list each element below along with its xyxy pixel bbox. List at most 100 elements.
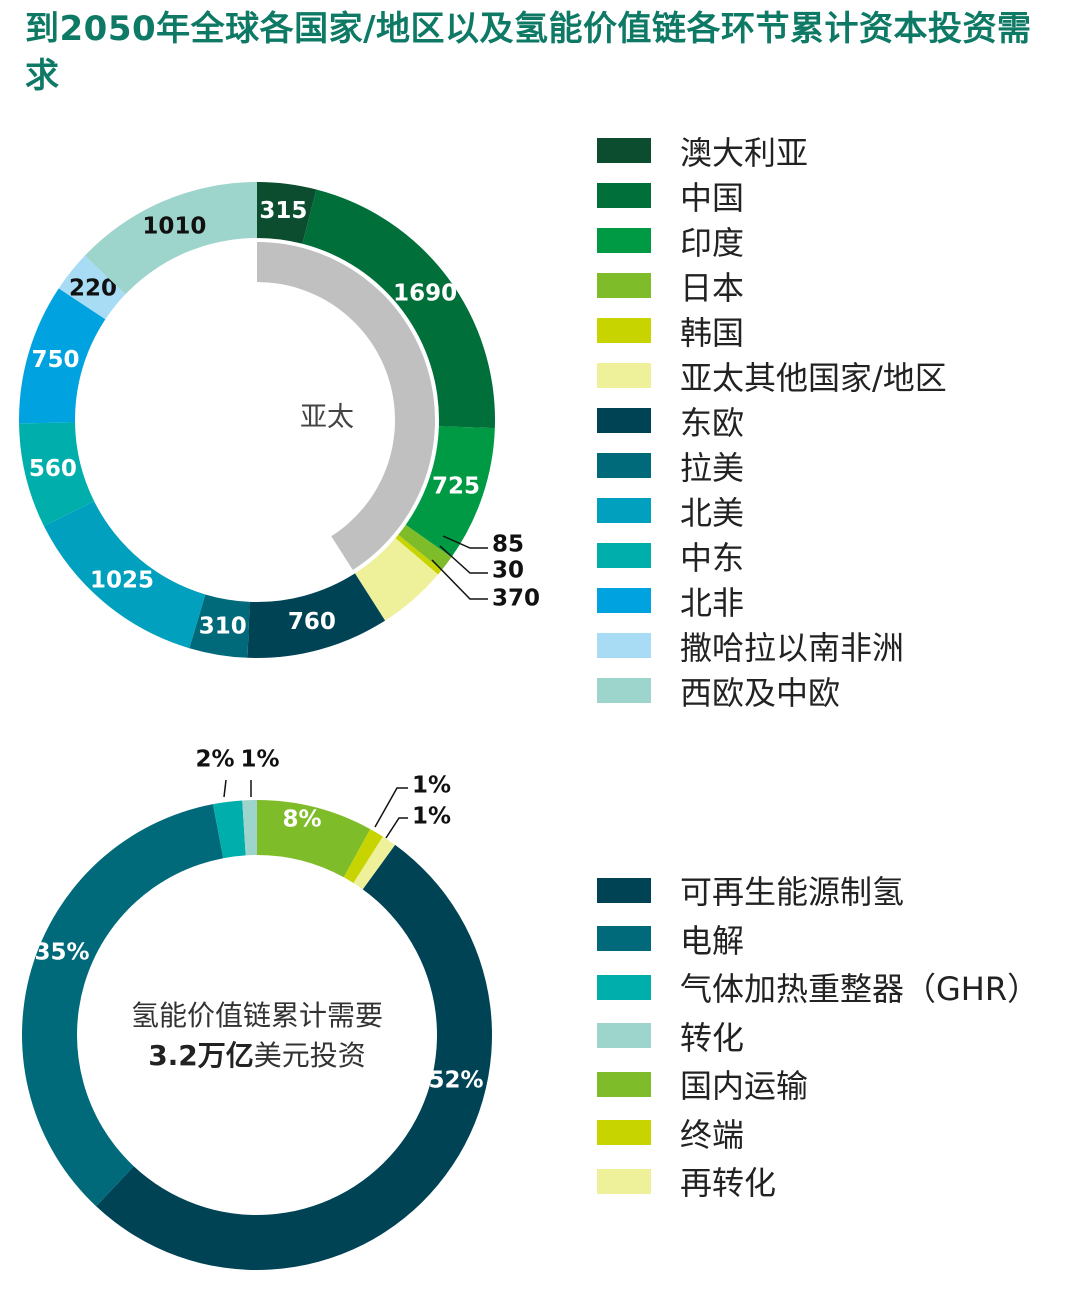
- center-label-rest: 美元投资: [253, 1039, 366, 1072]
- slice-4: [96, 844, 493, 1271]
- legend-swatch: [597, 228, 651, 253]
- legend-swatch: [597, 974, 651, 1000]
- legend-swatch: [597, 1023, 651, 1049]
- data-label: 85: [492, 532, 524, 558]
- legend-item: 北美: [597, 488, 947, 533]
- slice-9: [43, 501, 206, 649]
- slice-2: [302, 189, 495, 429]
- data-label: 1%: [240, 747, 279, 773]
- data-label: 35%: [34, 940, 89, 966]
- legend-label: 东欧: [680, 403, 745, 442]
- data-label: 1025: [90, 567, 154, 593]
- legend-swatch: [597, 1168, 651, 1194]
- slice-5: [395, 534, 442, 575]
- legend-item: 转化: [597, 1012, 1039, 1061]
- legend-label: 终端: [680, 1115, 745, 1154]
- legend-label: 印度: [680, 223, 745, 262]
- legend-label: 澳大利亚: [680, 133, 809, 172]
- legend-label: 撒哈拉以南非洲: [680, 628, 905, 667]
- legend-item: 亚太其他国家/地区: [597, 353, 947, 398]
- legend-item: 澳大利亚: [597, 128, 947, 173]
- slice-11: [19, 288, 106, 424]
- slice-5: [22, 804, 224, 1207]
- slice-12: [58, 255, 126, 320]
- slice-2: [343, 829, 383, 884]
- slice-1: [257, 182, 317, 244]
- data-label: 1690: [393, 281, 457, 307]
- legend-label: 拉美: [680, 448, 745, 487]
- legend-label: 国内运输: [680, 1067, 809, 1106]
- legend-swatch: [597, 926, 651, 952]
- legend-label: 韩国: [680, 313, 745, 352]
- data-label: 52%: [428, 1068, 483, 1094]
- data-label: 220: [69, 275, 117, 301]
- slice-3: [353, 836, 396, 890]
- center-label-amount: 3.2万亿: [148, 1039, 254, 1072]
- legend-swatch: [597, 273, 651, 298]
- apac-group-arc: [257, 242, 435, 571]
- leader-line: [385, 817, 408, 839]
- data-label: 725: [432, 473, 480, 499]
- legend-swatch: [597, 543, 651, 568]
- legend-item: 再转化: [597, 1157, 1039, 1206]
- slice-6: [212, 800, 246, 859]
- data-label: 30: [492, 558, 524, 584]
- legend-item: 日本: [597, 263, 947, 308]
- chart-title: 到2050年全球各国家/地区以及氢能价值链各环节累计资本投资需求: [25, 9, 1032, 96]
- legend-item: 可再生能源制氢: [597, 866, 1039, 915]
- data-label: 1%: [412, 804, 451, 830]
- legend-label: 西欧及中欧: [680, 673, 841, 712]
- data-label: 1%: [412, 773, 451, 799]
- leader-line: [223, 779, 227, 798]
- leader-line: [442, 535, 488, 549]
- legend-swatch: [597, 363, 651, 388]
- legend-swatch: [597, 498, 651, 523]
- legend-item: 撒哈拉以南非洲: [597, 623, 947, 668]
- slice-4: [398, 524, 452, 571]
- data-label: 760: [288, 609, 336, 635]
- data-label: 750: [32, 347, 80, 373]
- legend-item: 印度: [597, 218, 947, 263]
- legend-swatch: [597, 877, 651, 903]
- legend-item: 西欧及中欧: [597, 668, 947, 713]
- legend-item: 气体加热重整器（GHR）: [597, 963, 1039, 1012]
- center-label-line2: 3.2万亿美元投资: [100, 1036, 414, 1076]
- legend-label: 中东: [680, 538, 745, 577]
- legend-item: 电解: [597, 915, 1039, 964]
- data-label: 2%: [195, 747, 234, 773]
- center-label-value-chain: 氢能价值链累计需要 3.2万亿美元投资: [100, 996, 414, 1076]
- center-label-apac: 亚太: [300, 402, 354, 433]
- legend-item: 拉美: [597, 443, 947, 488]
- leader-line: [431, 559, 488, 600]
- legend-label: 北非: [680, 583, 745, 622]
- legend-item: 中东: [597, 533, 947, 578]
- slice-1: [257, 800, 371, 878]
- legend-swatch: [597, 318, 651, 343]
- legend-swatch: [597, 453, 651, 478]
- legend-item: 韩国: [597, 308, 947, 353]
- leader-line: [374, 787, 408, 828]
- legend-item: 国内运输: [597, 1060, 1039, 1109]
- legend-label: 转化: [680, 1018, 745, 1057]
- legend-swatch: [597, 678, 651, 703]
- legend-item: 中国: [597, 173, 947, 218]
- slice-8: [189, 594, 250, 658]
- slice-10: [19, 422, 95, 527]
- legend-label: 气体加热重整器（GHR）: [680, 970, 1040, 1009]
- legend-value-chain: 可再生能源制氢 电解气体加热重整器（GHR） 转化国内运输终端再转化: [597, 866, 1039, 1206]
- data-label: 315: [259, 198, 307, 224]
- data-label: 560: [29, 456, 77, 482]
- data-label: 1010: [142, 213, 206, 239]
- legend-label: 再转化: [680, 1164, 777, 1203]
- legend-swatch: [597, 633, 651, 658]
- slice-7: [242, 800, 257, 856]
- legend-label: 亚太其他国家/地区: [680, 358, 947, 397]
- legend-regions: 澳大利亚中国印度 日本韩国亚太其他国家/地区 东欧拉美 北美中东北非撒哈拉以南非洲 西欧…: [597, 128, 947, 713]
- legend-item: 北非: [597, 578, 947, 623]
- slice-3: [405, 426, 495, 558]
- legend-label: 中国: [680, 178, 745, 217]
- data-label: 8%: [282, 807, 321, 833]
- legend-item: 东欧: [597, 398, 947, 443]
- legend-item: 终端: [597, 1109, 1039, 1158]
